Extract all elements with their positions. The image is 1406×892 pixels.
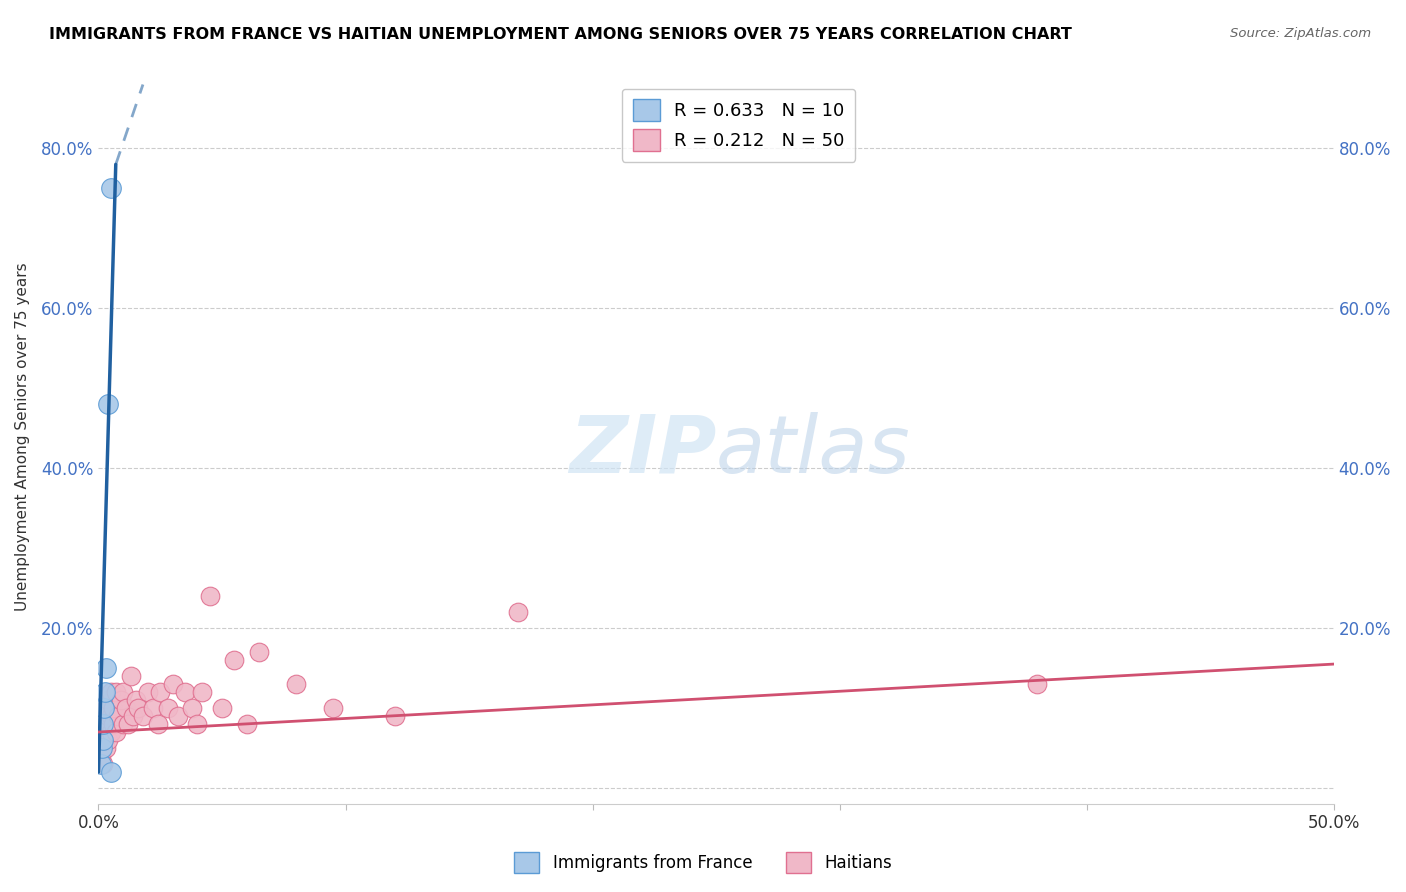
Point	[93, 757, 115, 772]
Point	[104, 725, 127, 739]
Point	[90, 749, 112, 764]
Point	[146, 717, 169, 731]
Point	[93, 717, 115, 731]
Point	[322, 701, 344, 715]
Point	[100, 725, 122, 739]
Point	[127, 701, 149, 715]
Point	[90, 757, 112, 772]
Point	[211, 701, 233, 715]
Point	[103, 717, 125, 731]
Point	[384, 709, 406, 723]
Point	[90, 733, 112, 747]
Point	[97, 397, 120, 411]
Point	[166, 709, 188, 723]
Text: IMMIGRANTS FROM FRANCE VS HAITIAN UNEMPLOYMENT AMONG SENIORS OVER 75 YEARS CORRE: IMMIGRANTS FROM FRANCE VS HAITIAN UNEMPL…	[49, 27, 1073, 42]
Point	[114, 701, 136, 715]
Point	[181, 701, 204, 715]
Point	[100, 685, 122, 699]
Point	[198, 589, 221, 603]
Point	[117, 717, 139, 731]
Point	[191, 685, 214, 699]
Point	[124, 693, 146, 707]
Point	[235, 717, 257, 731]
Point	[94, 717, 117, 731]
Point	[1026, 677, 1049, 691]
Point	[247, 645, 270, 659]
Text: ZIP: ZIP	[568, 412, 716, 490]
Point	[132, 709, 155, 723]
Point	[97, 709, 120, 723]
Point	[110, 693, 132, 707]
Point	[107, 709, 129, 723]
Point	[93, 701, 115, 715]
Point	[100, 709, 122, 723]
Point	[94, 661, 117, 675]
Y-axis label: Unemployment Among Seniors over 75 years: Unemployment Among Seniors over 75 years	[15, 262, 30, 610]
Point	[100, 181, 122, 195]
Legend: Immigrants from France, Haitians: Immigrants from France, Haitians	[508, 846, 898, 880]
Point	[156, 701, 179, 715]
Point	[112, 685, 135, 699]
Point	[93, 733, 115, 747]
Legend: R = 0.633   N = 10, R = 0.212   N = 50: R = 0.633 N = 10, R = 0.212 N = 50	[621, 88, 855, 161]
Point	[91, 741, 114, 756]
Point	[94, 741, 117, 756]
Point	[149, 685, 172, 699]
Point	[97, 733, 120, 747]
Point	[162, 677, 184, 691]
Point	[224, 653, 246, 667]
Point	[122, 709, 145, 723]
Point	[91, 733, 114, 747]
Point	[120, 669, 142, 683]
Point	[103, 701, 125, 715]
Point	[97, 693, 120, 707]
Point	[94, 701, 117, 715]
Point	[112, 717, 135, 731]
Point	[100, 764, 122, 779]
Point	[142, 701, 165, 715]
Point	[508, 605, 530, 619]
Point	[136, 685, 159, 699]
Point	[186, 717, 208, 731]
Point	[174, 685, 197, 699]
Point	[285, 677, 308, 691]
Point	[104, 685, 127, 699]
Text: atlas: atlas	[716, 412, 911, 490]
Point	[93, 685, 115, 699]
Text: Source: ZipAtlas.com: Source: ZipAtlas.com	[1230, 27, 1371, 40]
Point	[93, 717, 115, 731]
